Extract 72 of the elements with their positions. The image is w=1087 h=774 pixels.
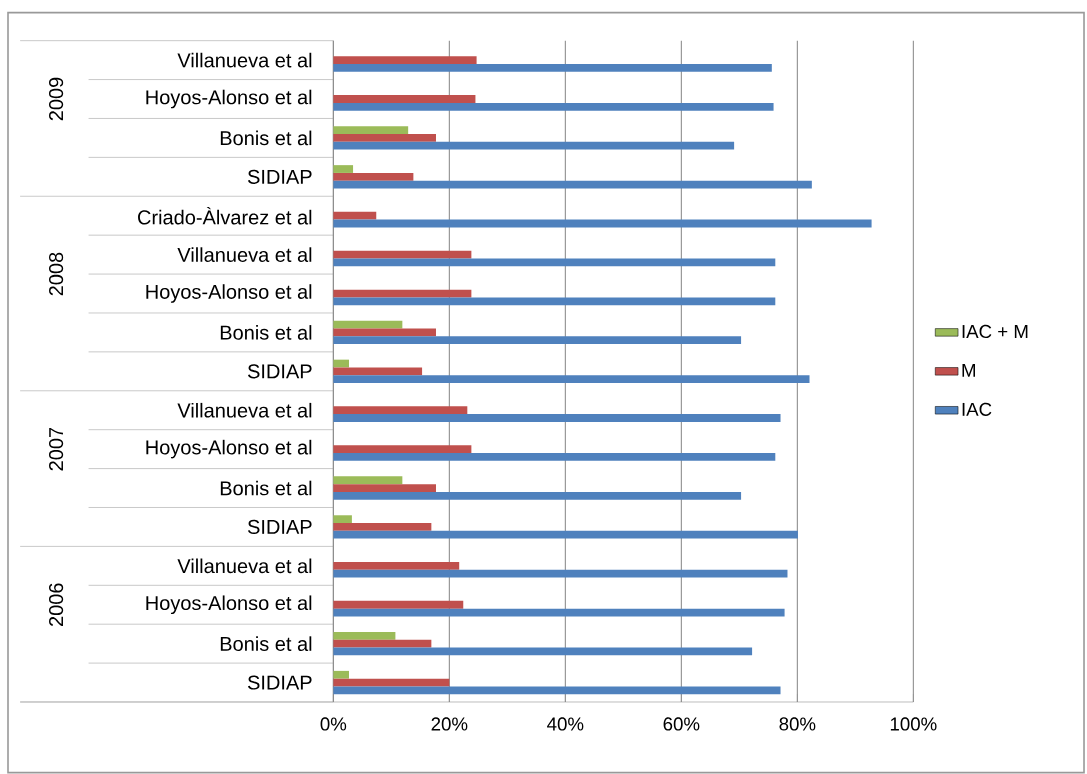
x-tick-label: 40%	[547, 717, 584, 731]
bar	[333, 297, 776, 306]
bar	[333, 134, 436, 142]
bar	[333, 523, 432, 531]
bar	[333, 491, 742, 500]
y-tick-label: Bonis et al	[220, 325, 312, 340]
y-tick-label: Bonis et al	[220, 130, 312, 146]
bar	[333, 375, 810, 383]
bar	[333, 141, 735, 150]
bar	[333, 515, 352, 524]
y-tick-label: Hoyos-Alonso et al	[146, 89, 312, 109]
bar	[333, 258, 776, 267]
legend-label: M	[962, 363, 975, 377]
bar	[333, 367, 423, 376]
bar	[333, 126, 409, 135]
text: 2008	[49, 252, 64, 296]
bar	[333, 445, 472, 454]
bar	[333, 180, 812, 189]
bar	[333, 569, 788, 578]
bar	[333, 678, 450, 687]
y-tick-label: SIDIAP	[247, 675, 312, 690]
y-tick-label: Hoyos-Alonso et al	[146, 284, 312, 303]
text: 2009	[49, 77, 64, 121]
y-tick-label: Hoyos-Alonso et al	[146, 439, 312, 459]
x-tick-label: 60%	[663, 717, 700, 731]
bar	[333, 453, 776, 461]
bar	[333, 219, 872, 228]
y-tick-label: Hoyos-Alonso et al	[146, 595, 312, 615]
x-tick-label: 80%	[779, 717, 816, 731]
y-tick-label: SIDIAP	[247, 364, 312, 379]
x-tick-label: 100%	[890, 717, 937, 731]
bar	[333, 670, 349, 679]
bar	[333, 647, 753, 656]
y-tick-label: Villanueva et al	[177, 247, 312, 262]
bar	[333, 530, 798, 539]
y-tick-label: Villanueva et al	[177, 402, 312, 418]
bar	[333, 476, 403, 485]
bar	[333, 102, 774, 111]
bar	[333, 686, 781, 695]
bar	[333, 359, 349, 368]
bar	[333, 406, 468, 415]
bar	[333, 95, 476, 103]
bar	[333, 165, 354, 173]
x-tick-label: 0%	[320, 717, 347, 731]
legend-label: IAC + M	[962, 324, 1028, 339]
bar	[333, 320, 403, 329]
bar	[333, 639, 432, 648]
y-tick-label: Villanueva et al	[177, 558, 312, 574]
y-tick-label: SIDIAP	[247, 169, 312, 184]
bar	[333, 250, 472, 259]
y-tick-label: Villanueva et al	[177, 52, 312, 68]
y-tick-label: Criado-Àlvarez et al	[138, 206, 312, 225]
bar	[333, 608, 785, 617]
y-tick-label: SIDIAP	[247, 519, 312, 535]
bar	[333, 64, 772, 72]
text: 2006	[49, 583, 64, 626]
bar	[333, 631, 396, 640]
text: 2007	[49, 427, 64, 471]
bar	[333, 600, 464, 609]
bar	[333, 172, 414, 181]
bar	[333, 289, 472, 298]
bar	[333, 484, 436, 492]
y-tick-label: Bonis et al	[220, 480, 312, 496]
legend-label: IAC	[962, 402, 992, 416]
y-tick-label: Bonis et al	[220, 636, 312, 651]
bar	[333, 561, 460, 570]
bar	[333, 336, 742, 345]
bar	[333, 328, 436, 337]
x-tick-label: 20%	[431, 717, 468, 731]
bar	[333, 56, 477, 64]
bar	[333, 211, 377, 220]
bar	[333, 414, 781, 422]
